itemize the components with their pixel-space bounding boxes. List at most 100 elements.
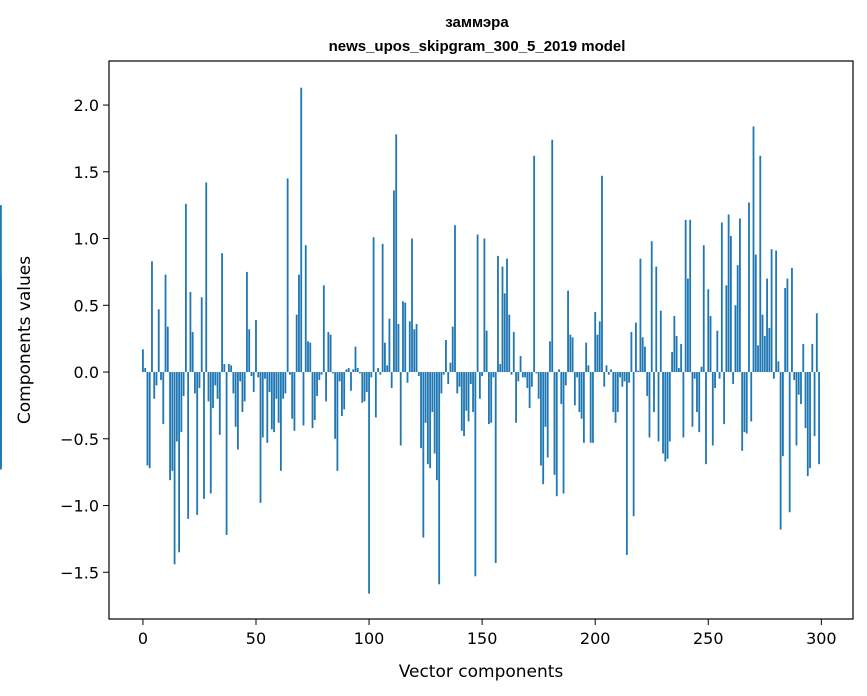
bar-96 bbox=[359, 372, 361, 374]
y-tick-label: 1.5 bbox=[74, 163, 99, 182]
bar-63 bbox=[284, 372, 287, 394]
bar-163 bbox=[510, 372, 513, 375]
bar-232 bbox=[666, 372, 669, 459]
bar-292 bbox=[802, 344, 805, 373]
bar-24 bbox=[196, 372, 199, 515]
bar-20 bbox=[187, 372, 190, 519]
bar-214 bbox=[625, 372, 628, 555]
bar-209 bbox=[614, 372, 617, 423]
bar-131 bbox=[438, 372, 441, 585]
bar-133 bbox=[442, 372, 445, 375]
bar-184 bbox=[558, 369, 560, 373]
bar-135 bbox=[447, 372, 450, 385]
bar-256 bbox=[720, 222, 723, 373]
bar-45 bbox=[243, 372, 246, 402]
bar-255 bbox=[718, 372, 721, 379]
bar-18 bbox=[182, 372, 185, 397]
bar-undefined bbox=[0, 205, 2, 373]
bar-15 bbox=[175, 372, 178, 442]
bar-291 bbox=[800, 372, 802, 405]
bar-275 bbox=[763, 335, 766, 373]
bar-162 bbox=[508, 314, 511, 373]
bar-110 bbox=[390, 372, 393, 389]
bar-143 bbox=[465, 372, 468, 411]
bar-118 bbox=[408, 321, 411, 373]
x-tick-label: 50 bbox=[246, 629, 266, 648]
y-tick-label: 0.0 bbox=[74, 363, 99, 382]
bar-176 bbox=[540, 372, 542, 466]
bar-72 bbox=[304, 245, 307, 373]
bar-54 bbox=[264, 372, 266, 379]
bar-67 bbox=[293, 372, 296, 431]
bar-39 bbox=[230, 365, 233, 373]
bar-299 bbox=[818, 372, 820, 465]
bar-4 bbox=[151, 261, 153, 373]
bar-222 bbox=[644, 346, 646, 373]
bar-195 bbox=[582, 372, 585, 443]
bar-250 bbox=[707, 289, 710, 373]
bar-40 bbox=[232, 372, 235, 394]
y-tick-label: 2.0 bbox=[74, 96, 99, 115]
bar-125 bbox=[424, 372, 427, 423]
bar-266 bbox=[743, 372, 746, 433]
bar-115 bbox=[402, 301, 404, 373]
bar-293 bbox=[804, 372, 807, 429]
bar-58 bbox=[273, 372, 275, 433]
bar-157 bbox=[497, 255, 499, 373]
bar-81 bbox=[325, 372, 327, 402]
bar-120 bbox=[413, 329, 416, 373]
bar-25 bbox=[198, 372, 201, 389]
bar-215 bbox=[628, 372, 631, 383]
bar-285 bbox=[786, 278, 789, 373]
bar-88 bbox=[341, 372, 343, 417]
bar-199 bbox=[592, 372, 594, 443]
bar-231 bbox=[664, 372, 667, 462]
bar-158 bbox=[499, 364, 502, 373]
bar-107 bbox=[383, 342, 386, 373]
bar-246 bbox=[698, 372, 701, 433]
bar-137 bbox=[451, 326, 454, 373]
bar-224 bbox=[648, 372, 651, 438]
plot-frame bbox=[108, 60, 854, 620]
bar-117 bbox=[406, 372, 409, 383]
bar-239 bbox=[682, 372, 685, 438]
bar-74 bbox=[309, 342, 312, 373]
bar-226 bbox=[653, 372, 655, 413]
x-tick-label: 0 bbox=[138, 629, 148, 648]
bar-105 bbox=[379, 372, 382, 375]
bar-91 bbox=[347, 368, 350, 373]
bar-188 bbox=[567, 290, 569, 373]
bar-151 bbox=[483, 238, 486, 373]
bar-148 bbox=[476, 234, 479, 373]
x-tick-label: 150 bbox=[467, 629, 498, 648]
bar-90 bbox=[345, 369, 348, 373]
bar-3 bbox=[148, 372, 151, 469]
bar-75 bbox=[311, 372, 314, 429]
bar-100 bbox=[368, 372, 370, 594]
bar-264 bbox=[739, 218, 741, 373]
bar-210 bbox=[616, 372, 619, 413]
bar-70 bbox=[300, 87, 303, 373]
bar-238 bbox=[680, 344, 683, 373]
bar-82 bbox=[327, 331, 330, 373]
bar-235 bbox=[673, 315, 676, 373]
bar-35 bbox=[221, 253, 223, 373]
bar-233 bbox=[668, 372, 671, 442]
y-tick-label: −1.0 bbox=[60, 497, 99, 516]
x-tick-label: 200 bbox=[580, 629, 611, 648]
bar-49 bbox=[252, 372, 255, 393]
bar-85 bbox=[334, 372, 337, 439]
bar-183 bbox=[555, 372, 558, 497]
bar-230 bbox=[662, 372, 664, 454]
bar-0 bbox=[142, 349, 144, 373]
bar-274 bbox=[761, 314, 764, 373]
y-tick-label: −1.5 bbox=[60, 563, 99, 582]
bar-7 bbox=[157, 309, 160, 373]
bar-254 bbox=[716, 330, 719, 373]
y-tick-label: 0.5 bbox=[74, 296, 99, 315]
bar-41 bbox=[234, 372, 237, 427]
x-tick-label: 250 bbox=[693, 629, 724, 648]
bar-42 bbox=[236, 372, 239, 450]
bar-294 bbox=[806, 372, 809, 477]
